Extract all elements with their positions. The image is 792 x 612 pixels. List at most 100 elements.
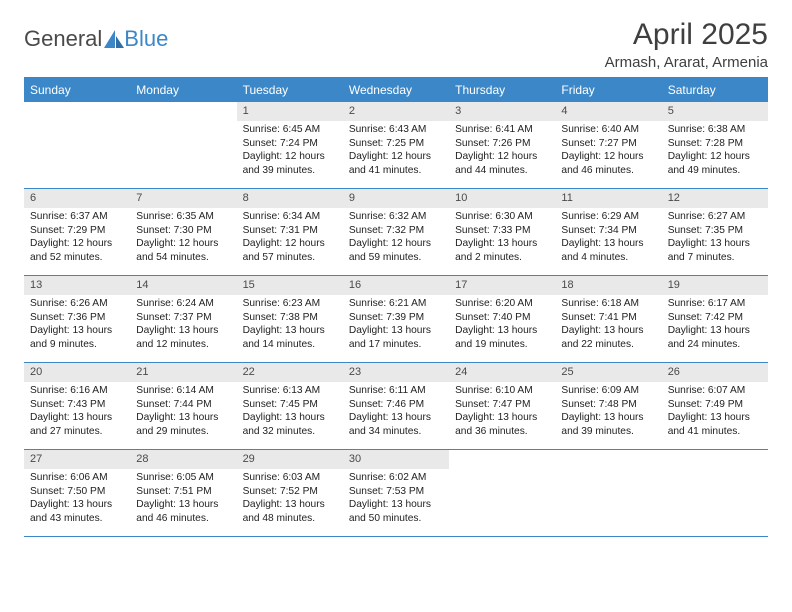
sunrise-text: Sunrise: 6:06 AM — [30, 471, 124, 485]
day-cell — [24, 102, 130, 189]
week-row: 20Sunrise: 6:16 AMSunset: 7:43 PMDayligh… — [24, 363, 768, 450]
sunset-text: Sunset: 7:36 PM — [30, 311, 124, 325]
day-cell: 7Sunrise: 6:35 AMSunset: 7:30 PMDaylight… — [130, 189, 236, 276]
daylight-text: and 41 minutes. — [349, 164, 443, 178]
daylight-text: Daylight: 13 hours — [243, 498, 337, 512]
sunrise-text: Sunrise: 6:45 AM — [243, 123, 337, 137]
sunrise-text: Sunrise: 6:40 AM — [561, 123, 655, 137]
sunrise-text: Sunrise: 6:09 AM — [561, 384, 655, 398]
day-cell: 30Sunrise: 6:02 AMSunset: 7:53 PMDayligh… — [343, 450, 449, 537]
sunset-text: Sunset: 7:41 PM — [561, 311, 655, 325]
day-number: 24 — [449, 363, 555, 382]
daylight-text: and 9 minutes. — [30, 338, 124, 352]
day-cell: 25Sunrise: 6:09 AMSunset: 7:48 PMDayligh… — [555, 363, 661, 450]
daylight-text: Daylight: 13 hours — [349, 498, 443, 512]
day-cell: 16Sunrise: 6:21 AMSunset: 7:39 PMDayligh… — [343, 276, 449, 363]
daylight-text: Daylight: 12 hours — [30, 237, 124, 251]
sunrise-text: Sunrise: 6:17 AM — [668, 297, 762, 311]
day-number: 15 — [237, 276, 343, 295]
day-details: Sunrise: 6:37 AMSunset: 7:29 PMDaylight:… — [24, 208, 130, 269]
day-number: 17 — [449, 276, 555, 295]
title-block: April 2025 Armash, Ararat, Armenia — [605, 18, 768, 71]
sunset-text: Sunset: 7:48 PM — [561, 398, 655, 412]
day-cell: 5Sunrise: 6:38 AMSunset: 7:28 PMDaylight… — [662, 102, 768, 189]
day-details: Sunrise: 6:32 AMSunset: 7:32 PMDaylight:… — [343, 208, 449, 269]
day-number: 30 — [343, 450, 449, 469]
day-details: Sunrise: 6:21 AMSunset: 7:39 PMDaylight:… — [343, 295, 449, 356]
dayhead-tuesday: Tuesday — [237, 78, 343, 103]
day-number: 28 — [130, 450, 236, 469]
daylight-text: Daylight: 13 hours — [136, 411, 230, 425]
day-number: 25 — [555, 363, 661, 382]
sunrise-text: Sunrise: 6:10 AM — [455, 384, 549, 398]
sunrise-text: Sunrise: 6:34 AM — [243, 210, 337, 224]
day-number: 13 — [24, 276, 130, 295]
day-number: 19 — [662, 276, 768, 295]
daylight-text: and 24 minutes. — [668, 338, 762, 352]
sunset-text: Sunset: 7:43 PM — [30, 398, 124, 412]
day-number: 10 — [449, 189, 555, 208]
day-cell: 23Sunrise: 6:11 AMSunset: 7:46 PMDayligh… — [343, 363, 449, 450]
month-title: April 2025 — [605, 18, 768, 52]
sunset-text: Sunset: 7:35 PM — [668, 224, 762, 238]
daylight-text: and 34 minutes. — [349, 425, 443, 439]
week-row: 1Sunrise: 6:45 AMSunset: 7:24 PMDaylight… — [24, 102, 768, 189]
daylight-text: Daylight: 13 hours — [561, 324, 655, 338]
sunset-text: Sunset: 7:39 PM — [349, 311, 443, 325]
day-number: 5 — [662, 102, 768, 121]
page-header: General Blue April 2025 Armash, Ararat, … — [24, 18, 768, 71]
day-details: Sunrise: 6:09 AMSunset: 7:48 PMDaylight:… — [555, 382, 661, 443]
dayhead-monday: Monday — [130, 78, 236, 103]
sunrise-text: Sunrise: 6:32 AM — [349, 210, 443, 224]
day-details: Sunrise: 6:29 AMSunset: 7:34 PMDaylight:… — [555, 208, 661, 269]
sunrise-text: Sunrise: 6:20 AM — [455, 297, 549, 311]
sunrise-text: Sunrise: 6:14 AM — [136, 384, 230, 398]
daylight-text: and 12 minutes. — [136, 338, 230, 352]
day-details: Sunrise: 6:43 AMSunset: 7:25 PMDaylight:… — [343, 121, 449, 182]
day-details: Sunrise: 6:35 AMSunset: 7:30 PMDaylight:… — [130, 208, 236, 269]
sunset-text: Sunset: 7:32 PM — [349, 224, 443, 238]
daylight-text: and 14 minutes. — [243, 338, 337, 352]
day-cell: 21Sunrise: 6:14 AMSunset: 7:44 PMDayligh… — [130, 363, 236, 450]
day-number: 14 — [130, 276, 236, 295]
daylight-text: and 46 minutes. — [561, 164, 655, 178]
daylight-text: Daylight: 13 hours — [136, 324, 230, 338]
sunset-text: Sunset: 7:25 PM — [349, 137, 443, 151]
day-details: Sunrise: 6:14 AMSunset: 7:44 PMDaylight:… — [130, 382, 236, 443]
sunrise-text: Sunrise: 6:41 AM — [455, 123, 549, 137]
day-cell: 26Sunrise: 6:07 AMSunset: 7:49 PMDayligh… — [662, 363, 768, 450]
sunset-text: Sunset: 7:26 PM — [455, 137, 549, 151]
location-label: Armash, Ararat, Armenia — [605, 54, 768, 71]
day-cell — [130, 102, 236, 189]
daylight-text: Daylight: 13 hours — [668, 411, 762, 425]
daylight-text: and 29 minutes. — [136, 425, 230, 439]
daylight-text: and 50 minutes. — [349, 512, 443, 526]
sunrise-text: Sunrise: 6:38 AM — [668, 123, 762, 137]
day-details: Sunrise: 6:26 AMSunset: 7:36 PMDaylight:… — [24, 295, 130, 356]
daylight-text: and 46 minutes. — [136, 512, 230, 526]
day-details: Sunrise: 6:10 AMSunset: 7:47 PMDaylight:… — [449, 382, 555, 443]
dayhead-friday: Friday — [555, 78, 661, 103]
day-number: 23 — [343, 363, 449, 382]
daylight-text: Daylight: 13 hours — [561, 411, 655, 425]
sunrise-text: Sunrise: 6:35 AM — [136, 210, 230, 224]
sunrise-text: Sunrise: 6:05 AM — [136, 471, 230, 485]
daylight-text: Daylight: 12 hours — [668, 150, 762, 164]
sunset-text: Sunset: 7:30 PM — [136, 224, 230, 238]
daylight-text: and 4 minutes. — [561, 251, 655, 265]
day-cell: 14Sunrise: 6:24 AMSunset: 7:37 PMDayligh… — [130, 276, 236, 363]
sunset-text: Sunset: 7:53 PM — [349, 485, 443, 499]
day-cell: 11Sunrise: 6:29 AMSunset: 7:34 PMDayligh… — [555, 189, 661, 276]
day-cell: 12Sunrise: 6:27 AMSunset: 7:35 PMDayligh… — [662, 189, 768, 276]
daylight-text: and 39 minutes. — [243, 164, 337, 178]
day-number: 8 — [237, 189, 343, 208]
daylight-text: Daylight: 12 hours — [561, 150, 655, 164]
week-row: 27Sunrise: 6:06 AMSunset: 7:50 PMDayligh… — [24, 450, 768, 537]
daylight-text: Daylight: 12 hours — [349, 237, 443, 251]
dayhead-sunday: Sunday — [24, 78, 130, 103]
day-cell: 24Sunrise: 6:10 AMSunset: 7:47 PMDayligh… — [449, 363, 555, 450]
day-details: Sunrise: 6:11 AMSunset: 7:46 PMDaylight:… — [343, 382, 449, 443]
day-number: 11 — [555, 189, 661, 208]
sunrise-text: Sunrise: 6:30 AM — [455, 210, 549, 224]
daylight-text: Daylight: 12 hours — [243, 150, 337, 164]
